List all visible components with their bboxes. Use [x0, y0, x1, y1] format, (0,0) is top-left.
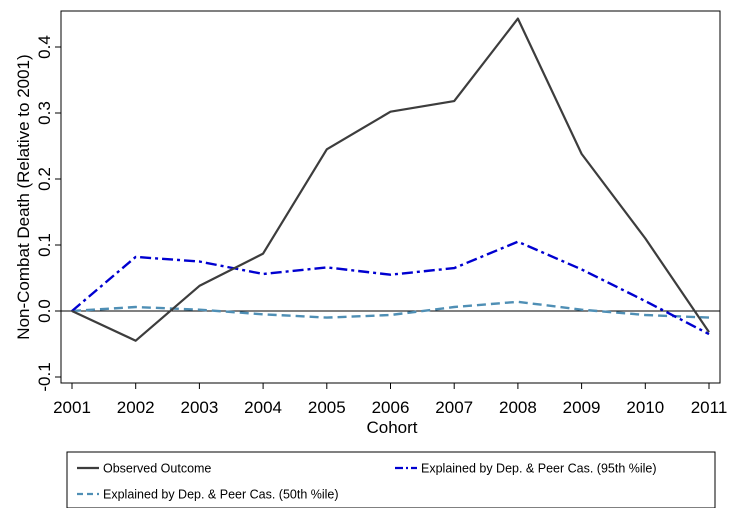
series-line-1	[71, 17, 710, 342]
x-tick-label: 2001	[53, 398, 91, 417]
y-tick-label: -0.1	[35, 362, 54, 391]
y-axis-title: Non-Combat Death (Relative to 2001)	[14, 54, 33, 339]
x-tick-label: 2007	[435, 398, 473, 417]
x-axis-title: Cohort	[366, 418, 417, 437]
x-tick-label: 2009	[563, 398, 601, 417]
legend-label-2: Explained by Dep. & Peer Cas. (95th %ile…	[421, 462, 657, 476]
legend-label-1: Observed Outcome	[103, 462, 211, 476]
x-tick-label: 2003	[180, 398, 218, 417]
x-tick-label: 2008	[499, 398, 537, 417]
x-tick-label: 2002	[117, 398, 155, 417]
legend-box	[66, 451, 716, 508]
x-tick-label: 2011	[691, 398, 728, 417]
y-tick-label: 0.4	[35, 35, 54, 59]
legend-label-3: Explained by Dep. & Peer Cas. (50th %ile…	[103, 488, 339, 502]
y-tick-label: 0.2	[35, 167, 54, 191]
y-tick-label: 0.0	[35, 299, 54, 323]
x-tick-label: 2005	[308, 398, 346, 417]
y-tick-label: 0.3	[35, 101, 54, 125]
y-tick-label: 0.1	[35, 233, 54, 257]
x-tick-label: 2004	[244, 398, 282, 417]
x-tick-label: 2006	[372, 398, 410, 417]
plot-frame	[60, 10, 721, 384]
series-line-3	[71, 300, 710, 319]
x-tick-label: 2010	[626, 398, 664, 417]
series-line-2	[71, 240, 710, 336]
